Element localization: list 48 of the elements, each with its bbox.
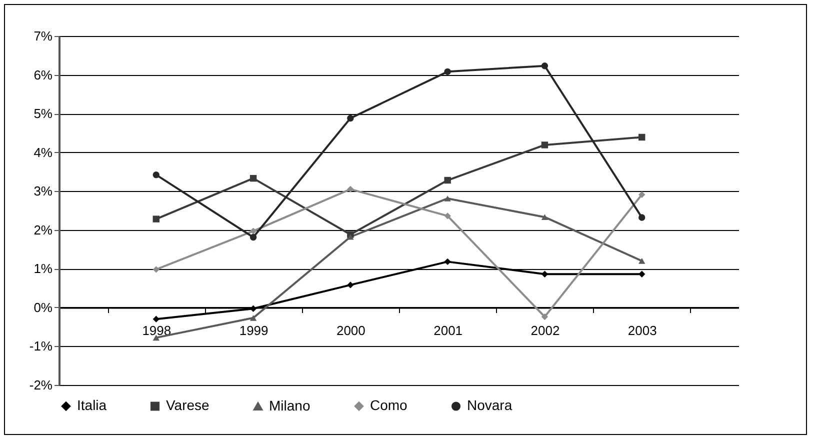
point: [250, 228, 257, 234]
point: [152, 316, 160, 322]
point: [638, 258, 646, 264]
point: [541, 214, 548, 220]
y-tick-label: 2%: [34, 222, 53, 238]
x-tick-label: 1999: [239, 322, 268, 338]
point: [444, 196, 451, 202]
point: [152, 171, 160, 178]
x-tick-label: 2003: [628, 322, 657, 338]
point: [444, 212, 451, 220]
y-tick-label: 4%: [34, 144, 53, 160]
point: [638, 134, 646, 141]
point: [638, 270, 646, 278]
point: [347, 234, 354, 240]
point: [347, 114, 354, 122]
y-tick-label: -1%: [29, 338, 53, 354]
x-tick-label: 2000: [336, 322, 366, 338]
legend-label: Milano: [269, 397, 310, 414]
y-tick-label: 0%: [34, 300, 53, 315]
point: [541, 313, 548, 320]
point: [638, 191, 646, 198]
legend-label: Como: [370, 397, 408, 414]
y-tick-label: 1%: [34, 261, 53, 276]
point: [152, 216, 160, 222]
point: [250, 234, 257, 241]
point: [541, 62, 548, 70]
point: [347, 186, 354, 193]
y-tick-label: 5%: [34, 106, 53, 122]
point: [152, 266, 160, 273]
y-tick-label: 6%: [34, 67, 53, 82]
point: [250, 315, 257, 321]
y-tick-label: 3%: [34, 184, 53, 199]
legend-label: Varese: [166, 397, 210, 414]
point: [444, 176, 451, 184]
point: [541, 142, 548, 148]
x-tick-label: 2002: [530, 322, 560, 338]
point: [250, 174, 257, 182]
point: [444, 68, 451, 76]
x-tick-label: 1998: [142, 322, 172, 338]
point: [638, 214, 646, 221]
y-tick-label: -2%: [29, 378, 53, 392]
legend-label: Italia: [77, 397, 107, 414]
point: [347, 282, 354, 288]
y-tick-label: 7%: [34, 28, 53, 44]
x-tick-label: 2001: [434, 322, 463, 338]
point: [541, 270, 548, 278]
point: [444, 258, 451, 266]
legend-label: Novara: [467, 397, 512, 414]
